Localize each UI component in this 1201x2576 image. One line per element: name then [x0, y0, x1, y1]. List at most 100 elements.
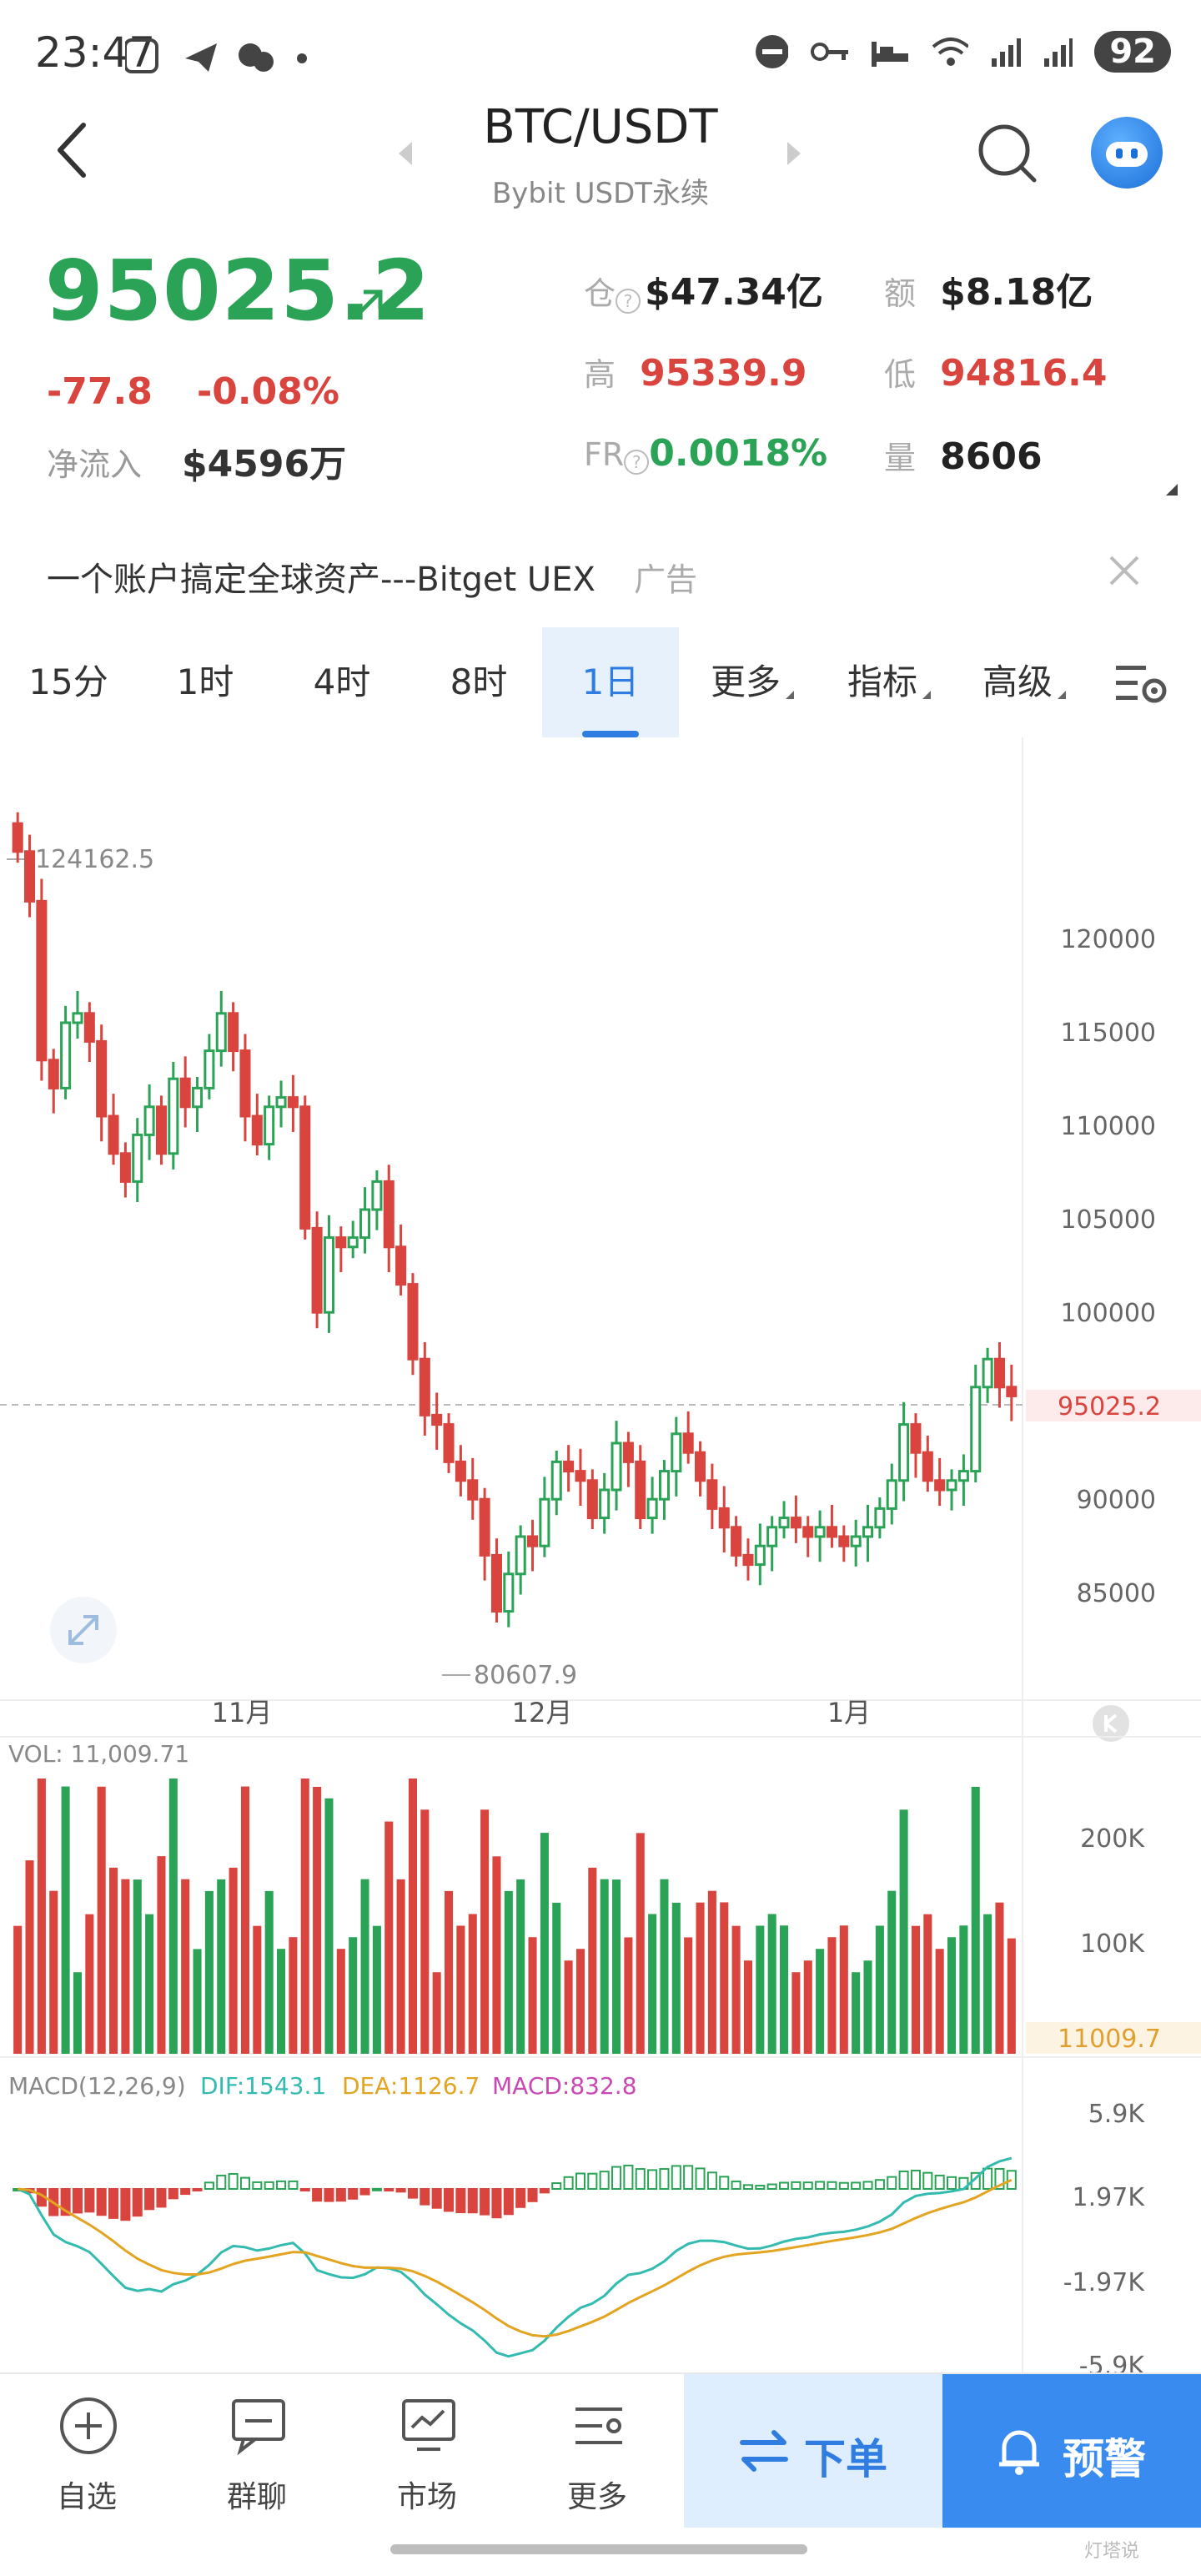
robot-icon — [1106, 142, 1148, 167]
candle — [60, 1021, 72, 1089]
candle — [910, 1423, 922, 1454]
macd-bar — [60, 2188, 71, 2216]
high-stat: 高 95339.9 — [584, 349, 807, 395]
bell-icon — [999, 2430, 1039, 2475]
candle — [898, 1423, 910, 1482]
dif-line — [17, 2156, 1013, 2358]
candle — [36, 899, 48, 1062]
volume-stat: 量 8606 — [884, 432, 1043, 478]
vol-y-tick: 100K — [1080, 1929, 1145, 1959]
volume-bar — [372, 1925, 381, 2054]
volume-bar — [816, 1949, 825, 2054]
nav-market[interactable]: 市场 — [344, 2374, 510, 2528]
nav-label: 群聊 — [226, 2480, 287, 2514]
help-icon[interactable]: ? — [616, 288, 641, 314]
tab-8h[interactable]: 8时 — [450, 662, 508, 702]
tab-indicators[interactable]: 指标 — [821, 627, 957, 737]
macd-bar — [156, 2188, 167, 2208]
close-icon[interactable] — [1106, 552, 1143, 589]
candle — [479, 1497, 490, 1557]
home-indicator[interactable] — [390, 2544, 807, 2554]
tab-1d[interactable]: 1日 — [542, 627, 679, 737]
macd-bar — [204, 2181, 214, 2191]
order-button[interactable]: 下单 — [684, 2374, 942, 2528]
x-tick: 1月 — [827, 1697, 871, 1728]
volume-bar — [720, 1902, 729, 2054]
back-icon[interactable] — [47, 117, 97, 184]
candle — [383, 1180, 394, 1249]
chat-icon — [232, 2399, 285, 2456]
help-icon[interactable]: ? — [624, 449, 650, 475]
macd-bar — [671, 2165, 681, 2190]
scroll-latest-icon — [1103, 1713, 1118, 1733]
nav-watchlist[interactable]: 自选 — [3, 2374, 170, 2528]
macd-bar — [742, 2184, 753, 2191]
volume-bar — [756, 1925, 765, 2054]
high-value: 95339.9 — [640, 352, 807, 395]
next-pair-icon[interactable] — [784, 140, 804, 167]
net-inflow-value: $4596万 — [182, 443, 347, 486]
volume-bar — [743, 1960, 752, 2054]
candle — [646, 1497, 658, 1520]
volume-bar — [168, 1779, 178, 2054]
prev-pair-icon[interactable] — [395, 140, 415, 167]
macd-bar — [431, 2188, 442, 2209]
macd-bar — [480, 2188, 490, 2216]
candle — [970, 1386, 982, 1473]
tab-1h[interactable]: 1时 — [176, 662, 234, 702]
nav-more[interactable]: 更多 — [514, 2374, 681, 2528]
expand-corner-icon[interactable] — [1164, 482, 1179, 497]
volume-bar — [336, 1949, 345, 2054]
volume-bar — [313, 1787, 322, 2054]
candle — [550, 1460, 562, 1501]
macd-bar — [551, 2182, 562, 2190]
macd-params: MACD(12,26,9) — [8, 2072, 186, 2100]
assistant-avatar[interactable] — [1091, 117, 1163, 189]
candle — [658, 1470, 670, 1501]
wifi-icon — [932, 38, 968, 66]
candle — [946, 1479, 957, 1492]
candle — [119, 1152, 131, 1183]
tab-15m[interactable]: 15分 — [28, 662, 108, 702]
volume-bar — [947, 1937, 957, 2054]
funding-rate-value: 0.0018% — [649, 432, 828, 475]
candle — [742, 1553, 754, 1567]
candle — [922, 1451, 933, 1482]
macd-bar — [288, 2180, 299, 2191]
low-stat: 低 94816.4 — [884, 349, 1108, 395]
volume-label: 量 — [884, 440, 917, 476]
fullscreen-button[interactable] — [50, 1597, 117, 1663]
chart-settings-icon[interactable] — [1114, 661, 1169, 707]
candle — [83, 1012, 95, 1043]
dnd-icon — [756, 35, 788, 68]
tab-4h[interactable]: 4时 — [313, 662, 371, 702]
candle — [814, 1526, 826, 1538]
ad-text[interactable]: 一个账户搞定全球资产---Bitget UEX — [47, 561, 595, 599]
candle — [635, 1460, 646, 1520]
status-system-icons: 92 — [754, 28, 1172, 75]
candle — [957, 1470, 969, 1482]
scroll-latest-button[interactable] — [1093, 1705, 1129, 1742]
macd-bar — [922, 2171, 933, 2190]
pair-title[interactable]: BTC/USDT — [483, 100, 718, 154]
kline-chart[interactable]: 120000 115000 110000 105000 100000 90000… — [0, 737, 1201, 2372]
alert-button[interactable]: 预警 — [942, 2374, 1201, 2528]
tab-more[interactable]: 更多 — [684, 627, 821, 737]
search-icon[interactable] — [976, 122, 1039, 185]
candle — [155, 1105, 167, 1155]
candle — [179, 1077, 191, 1109]
candle — [467, 1479, 479, 1501]
nav-chat[interactable]: 群聊 — [173, 2374, 340, 2528]
macd-bar — [575, 2172, 585, 2190]
volume-bar — [300, 1779, 309, 2054]
macd-bar — [587, 2172, 598, 2190]
macd-bar — [695, 2167, 706, 2190]
tab-advanced[interactable]: 高级 — [956, 627, 1093, 737]
macd-bar — [216, 2174, 227, 2191]
macd-bar — [731, 2181, 741, 2190]
swap-icon — [740, 2430, 788, 2472]
volume-bar — [360, 1879, 369, 2054]
volume-bar — [157, 1856, 166, 2054]
macd-dea: DEA:1126.7 — [342, 2072, 480, 2100]
macd-histogram — [13, 2164, 1017, 2221]
